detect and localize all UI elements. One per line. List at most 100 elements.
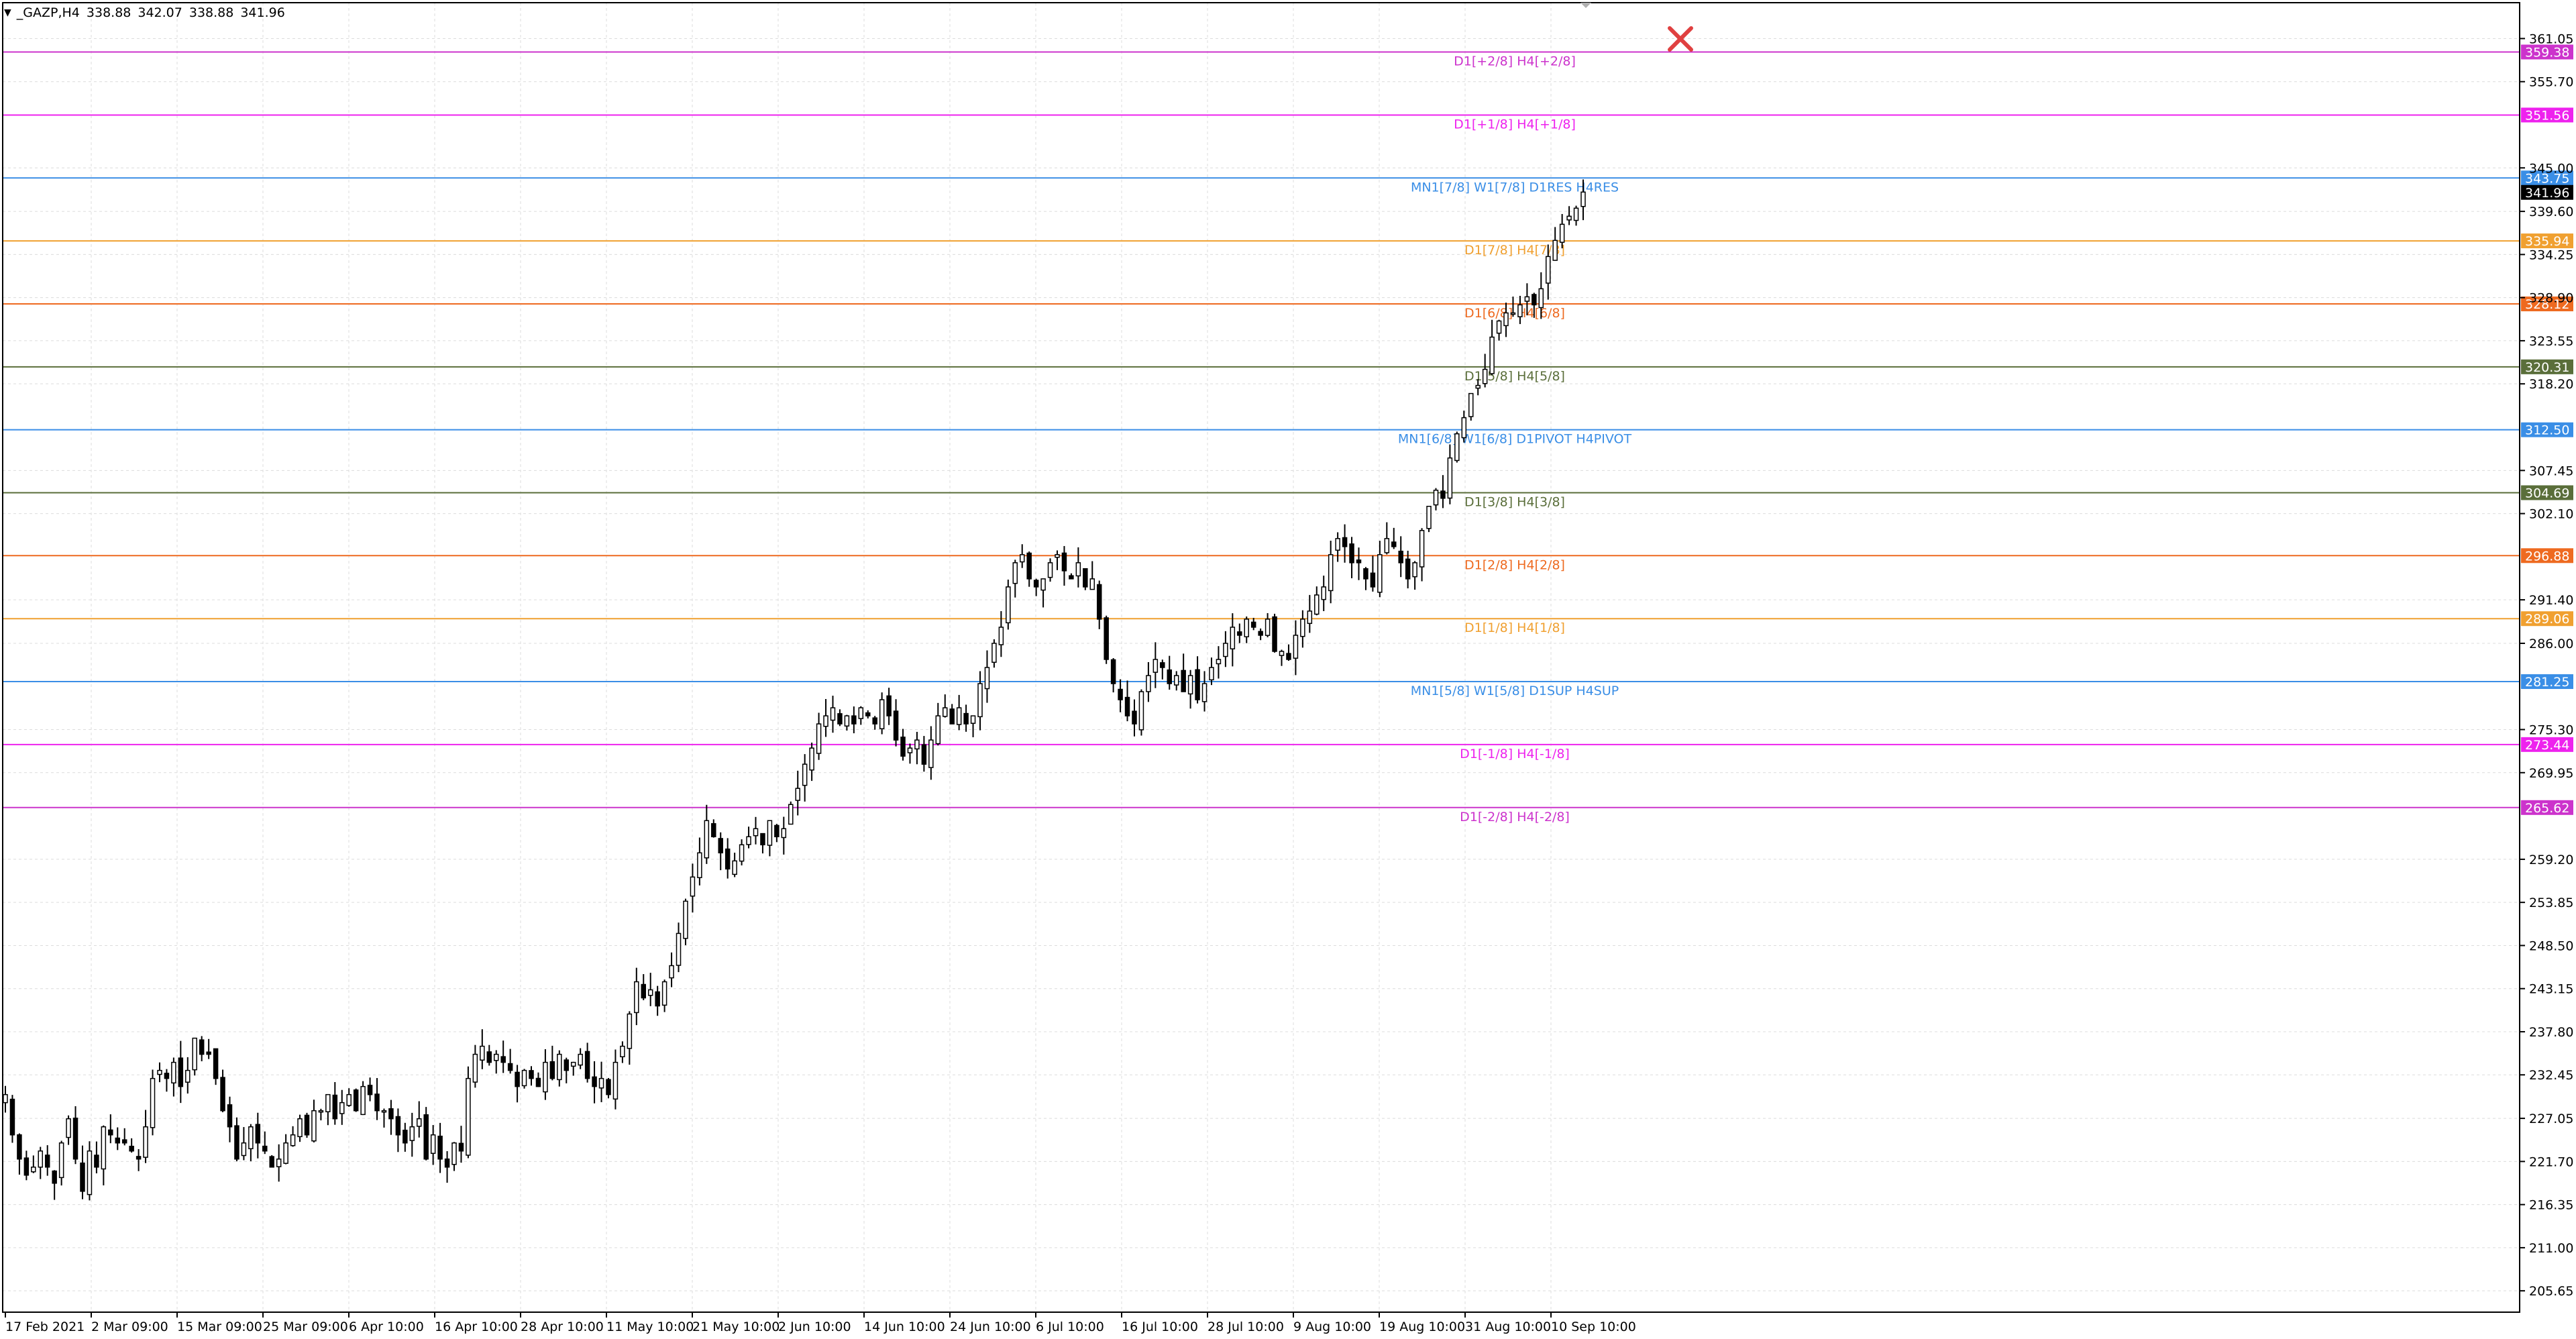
candle-body [1124, 696, 1130, 716]
candle-body [1118, 688, 1123, 700]
candle-body [1559, 223, 1565, 243]
collapse-triangle-icon[interactable]: ▼ [4, 7, 11, 18]
candle-body [690, 876, 696, 897]
candle-body [507, 1063, 513, 1071]
level-price-tag-label: 304.69 [2525, 486, 2569, 500]
x-tick-label: 17 Feb 2021 [5, 1320, 85, 1334]
candle-body [290, 1134, 296, 1146]
x-tick-label: 15 Mar 09:00 [177, 1320, 262, 1334]
candle-body [199, 1039, 205, 1055]
level-price-tag-label: 343.75 [2525, 171, 2569, 186]
candle-body [1335, 538, 1340, 551]
candle-body [164, 1073, 170, 1079]
candle-body [262, 1145, 268, 1152]
candle-body [276, 1159, 282, 1167]
candle-body [1265, 619, 1271, 636]
candle-body [549, 1061, 555, 1079]
candle-body [416, 1118, 422, 1127]
candle-body [1146, 675, 1151, 692]
candle-body [788, 804, 794, 825]
candle-body [1321, 586, 1326, 600]
y-tick-label: 339.60 [2529, 205, 2573, 219]
candle-body [31, 1167, 36, 1173]
candle-body [486, 1051, 492, 1063]
candle-body [1187, 675, 1193, 695]
candle-body [1545, 256, 1551, 284]
x-tick-label: 6 Jul 10:00 [1036, 1320, 1104, 1334]
candle-body [367, 1085, 373, 1095]
candle-body [655, 991, 660, 1007]
level-price-tag [2521, 737, 2573, 752]
candle-body [150, 1077, 156, 1128]
candle-body [1040, 578, 1046, 591]
level-label: D1[-1/8] H4[-1/8] [1460, 747, 1570, 761]
candle-body [1167, 669, 1173, 684]
candle-body [598, 1077, 604, 1089]
candle-body [977, 683, 983, 718]
y-tick-label: 345.00 [2529, 161, 2573, 176]
candle-body [472, 1053, 478, 1083]
candle-body [647, 989, 653, 996]
candle-body [444, 1158, 450, 1168]
candles-layer [3, 179, 1586, 1201]
candle-body [23, 1157, 30, 1176]
candle-body [38, 1150, 44, 1168]
ohlc-high: 342.07 [138, 5, 182, 20]
candle-body [900, 737, 906, 757]
candle-body [872, 717, 877, 725]
candle-body [1489, 336, 1495, 374]
level-price-tag-label: 281.25 [2525, 675, 2569, 690]
candle-body [935, 715, 941, 745]
level-price-tag [2521, 170, 2573, 186]
candle-body [1012, 562, 1018, 584]
candle-body [760, 833, 765, 846]
candle-body [816, 723, 822, 754]
candle-body [991, 643, 997, 663]
candle-body [1055, 554, 1060, 558]
candle-body [1328, 554, 1334, 592]
candle-body [402, 1130, 408, 1144]
level-price-tag [2521, 44, 2573, 60]
y-tick-label: 216.35 [2529, 1198, 2573, 1213]
candle-body [1201, 683, 1208, 702]
candle-body [1377, 554, 1383, 593]
candle-body [564, 1059, 570, 1071]
level-price-tag-label: 351.56 [2525, 108, 2569, 123]
level-label: MN1[6/8] W1[6/8] D1PIVOT H4PIVOT [1398, 432, 1632, 447]
candle-body [683, 900, 688, 939]
plot-frame [2, 2, 2520, 1313]
candle-body [970, 715, 976, 724]
y-tick-label: 248.50 [2529, 939, 2573, 953]
candle-body [1510, 312, 1516, 315]
candle-body [1419, 530, 1425, 568]
candle-body [325, 1093, 331, 1112]
level-price-tag [2521, 359, 2573, 374]
y-tick-label: 307.45 [2529, 464, 2573, 478]
candle-body [592, 1076, 597, 1087]
candle-body [1405, 558, 1411, 580]
candle-body [311, 1110, 317, 1142]
current-price-label: 341.96 [2525, 186, 2569, 201]
candle-body [1363, 568, 1368, 580]
candle-body [241, 1142, 247, 1157]
candle-body [101, 1126, 107, 1170]
x-tick-label: 28 Apr 10:00 [521, 1320, 604, 1334]
candle-body [255, 1124, 261, 1144]
x-tick-label: 6 Apr 10:00 [349, 1320, 424, 1334]
candle-body [914, 739, 920, 750]
candle-body [851, 715, 857, 725]
current-price-tag [2521, 184, 2573, 200]
candle-body [942, 707, 948, 717]
x-tick-label: 28 Jul 10:00 [1208, 1320, 1284, 1334]
candle-body [297, 1118, 303, 1138]
candle-body [136, 1156, 142, 1160]
level-price-tag-label: 335.94 [2525, 234, 2569, 249]
candle-body [318, 1110, 324, 1113]
y-tick-label: 227.05 [2529, 1112, 2573, 1126]
x-tick-label: 24 Jun 10:00 [950, 1320, 1031, 1334]
murrey-levels-layer: D1[+2/8] H4[+2/8] 359.38 D1[+1/8] H4[+1/8]… [3, 44, 2573, 824]
y-tick-label: 221.70 [2529, 1155, 2573, 1169]
candle-body [557, 1053, 562, 1081]
